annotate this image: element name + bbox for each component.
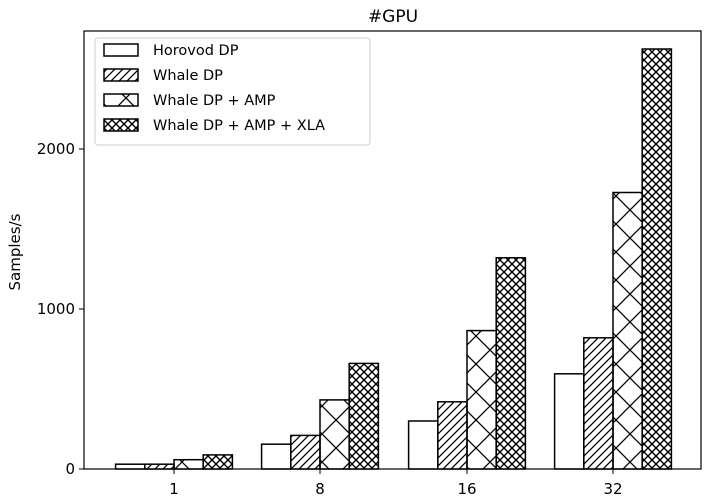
bar-whale-dp-amp-xla-gpu-8 (348, 362, 380, 470)
legend: Horovod DP Whale DP Whale DP + AMP Whale DP… (94, 37, 371, 146)
legend-label: Whale DP (153, 68, 223, 84)
x-tick-label: 1 (169, 480, 179, 498)
bar-whale-dp-gpu-16 (437, 401, 468, 470)
bar-whale-dp-amp-gpu-8 (319, 399, 350, 470)
chart-title: #GPU (368, 7, 418, 27)
bars-layer (114, 48, 673, 470)
bar-whale-dp-amp-xla-gpu-1 (202, 454, 234, 470)
bar-horovod-dp-gpu-1 (114, 463, 146, 470)
bar-horovod-dp-gpu-8 (260, 443, 292, 470)
bar-whale-dp-amp-xla-gpu-32 (641, 48, 673, 470)
bar-whale-dp-amp-xla-gpu-16 (495, 257, 527, 470)
legend-label: Horovod DP (153, 43, 239, 59)
ticks-layer: 1 8 16 32 0 1000 2000 (37, 140, 623, 498)
legend-box (94, 37, 371, 146)
bar-whale-dp-amp-gpu-16 (466, 329, 497, 470)
y-axis-label: Samples/s (6, 213, 24, 290)
y-tick-label: 1000 (37, 300, 75, 318)
bar-horovod-dp-gpu-32 (553, 373, 585, 470)
bar-whale-dp-gpu-32 (583, 337, 614, 470)
plot-frame (83, 30, 702, 470)
legend-swatch (103, 118, 139, 132)
bar-whale-dp-gpu-8 (290, 434, 321, 470)
bar-whale-dp-gpu-1 (144, 463, 175, 470)
legend-label: Whale DP + AMP (153, 93, 276, 109)
bar-whale-dp-amp-gpu-1 (173, 458, 204, 470)
y-tick-label: 0 (65, 460, 75, 478)
legend-swatch (103, 93, 139, 107)
bar-whale-dp-amp-gpu-32 (612, 191, 643, 470)
legend-label: Whale DP + AMP + XLA (153, 118, 325, 134)
legend-swatch (103, 43, 139, 57)
x-tick-label: 32 (603, 480, 622, 498)
x-tick-label: 16 (457, 480, 476, 498)
bar-horovod-dp-gpu-16 (407, 420, 439, 470)
x-tick-label: 8 (315, 480, 325, 498)
y-tick-label: 2000 (37, 140, 75, 158)
legend-swatch (103, 68, 139, 82)
